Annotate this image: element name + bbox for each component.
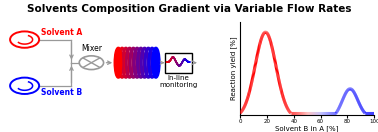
Text: Solvents Composition Gradient via Variable Flow Rates: Solvents Composition Gradient via Variab… [27, 4, 351, 14]
X-axis label: Solvent B in A [%]: Solvent B in A [%] [276, 125, 339, 132]
Ellipse shape [115, 48, 122, 77]
Text: Solvent A: Solvent A [42, 29, 83, 37]
Text: In-line
monitoring: In-line monitoring [159, 75, 197, 88]
Text: Solvent B: Solvent B [42, 88, 83, 97]
Text: Mixer: Mixer [81, 44, 102, 53]
Y-axis label: Reaction yield [%]: Reaction yield [%] [231, 37, 237, 100]
Ellipse shape [153, 48, 159, 77]
